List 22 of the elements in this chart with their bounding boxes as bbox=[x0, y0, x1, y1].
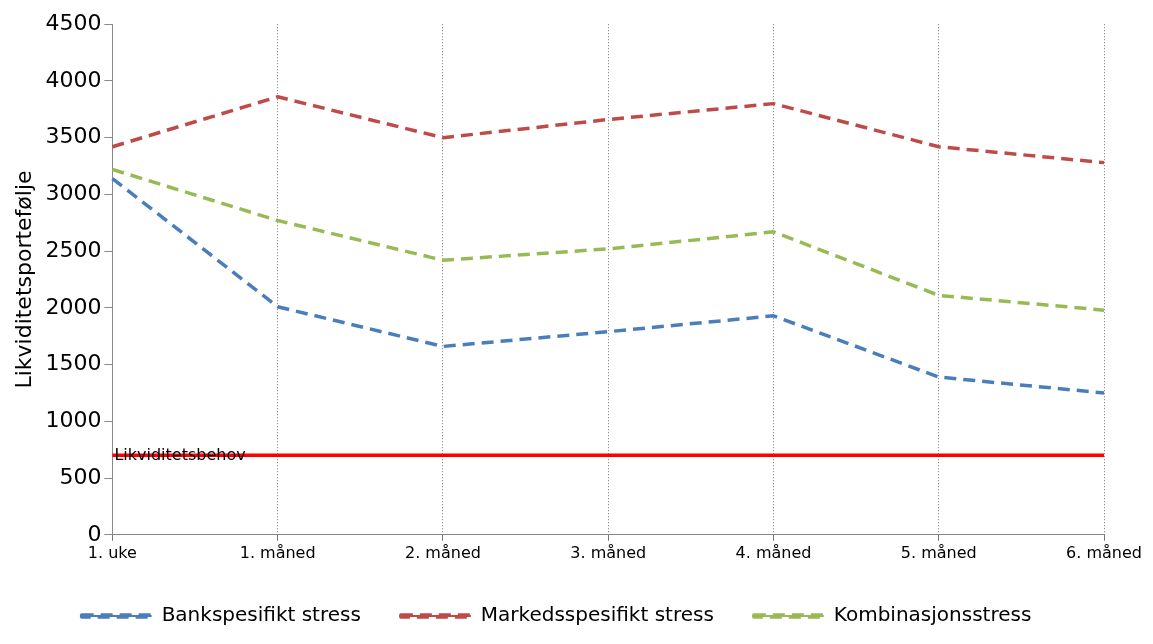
y-tick-label: 3000 bbox=[45, 180, 102, 206]
y-axis-title: Likviditetsportefølje bbox=[10, 170, 36, 389]
line-series bbox=[110, 176, 1106, 395]
x-tick-label: 1. måned bbox=[239, 542, 316, 562]
y-tick-label: 1500 bbox=[45, 350, 102, 376]
legend-label: Markedsspesifikt stress bbox=[480, 602, 714, 627]
x-tick-label: 5. måned bbox=[900, 542, 977, 562]
y-tick-label: 1000 bbox=[45, 407, 102, 433]
y-tick-label: 4000 bbox=[45, 66, 102, 92]
x-tick-label: 4. måned bbox=[735, 542, 812, 562]
line-series bbox=[110, 167, 1106, 312]
legend-label: Bankspesifikt stress bbox=[161, 602, 361, 627]
y-tick-label: 4500 bbox=[45, 9, 102, 35]
y-tick-label: 500 bbox=[59, 463, 102, 489]
y-tick-label: 2500 bbox=[45, 236, 102, 262]
y-tick-label: 2000 bbox=[45, 293, 102, 319]
x-tick-label: 3. måned bbox=[570, 542, 647, 562]
legend-label: Kombinasjonsstress bbox=[833, 602, 1032, 627]
x-tick-label: 6. måned bbox=[1066, 542, 1142, 562]
line-series bbox=[110, 95, 1106, 165]
x-tick-label: 2. måned bbox=[405, 542, 481, 562]
y-tick-label: 3500 bbox=[45, 123, 102, 149]
